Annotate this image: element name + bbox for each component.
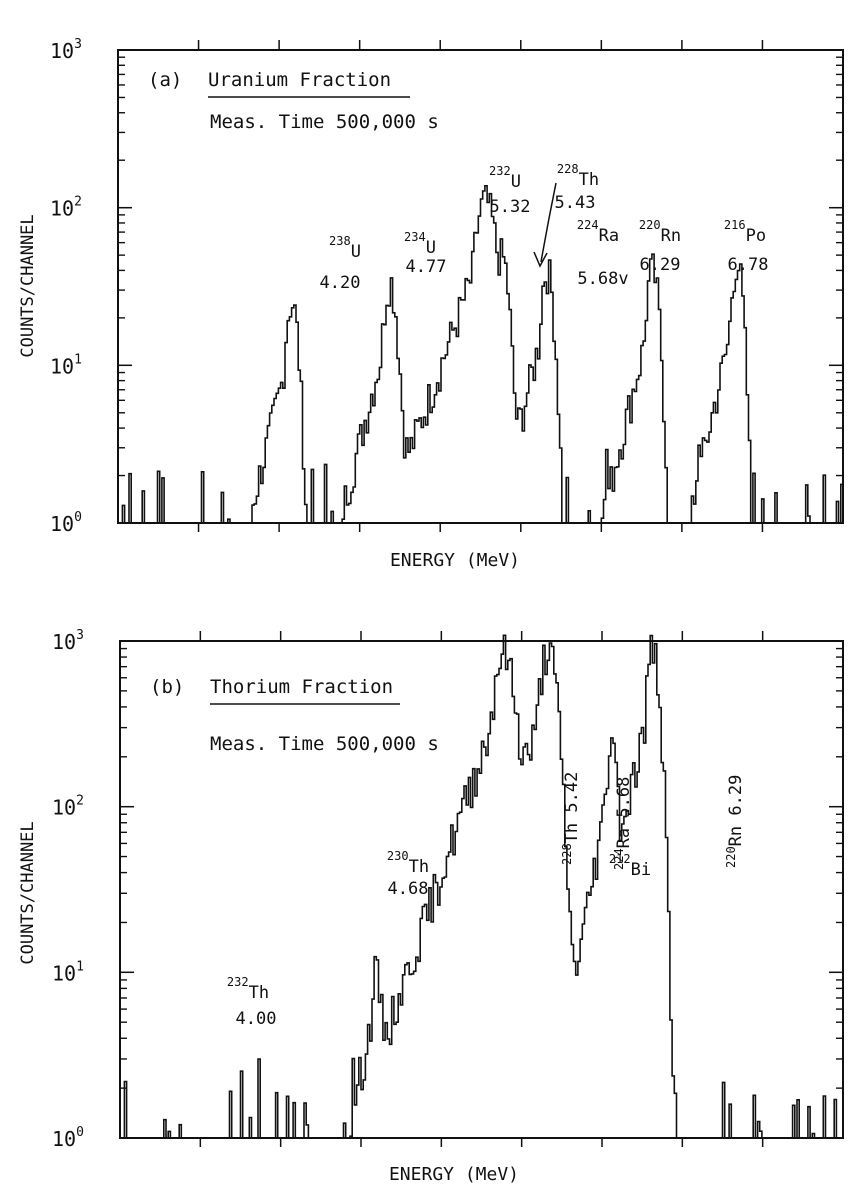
peak-energy-bi212: 6.05 <box>0 0 20 5</box>
y-tick-label: 103 <box>50 37 82 63</box>
peak-energy-po216: 6.78 <box>728 255 769 275</box>
plot-frame <box>117 49 844 524</box>
th228-arrow <box>540 182 557 263</box>
y-tick-labels: 100 101 102 103 <box>52 628 84 1151</box>
y-tick-label: 102 <box>52 794 84 820</box>
subtitle-a: Meas. Time 500,000 s <box>210 111 439 133</box>
plot-frame <box>119 640 844 1139</box>
peak-label-rn220: 220Rn 6.29 <box>724 775 746 868</box>
peak-energy-ra224: 5.68v <box>577 269 628 289</box>
peak-label-u238: 238U <box>329 234 361 262</box>
panel-title-a: Uranium Fraction <box>208 69 391 91</box>
y-tick-label: 101 <box>52 959 84 985</box>
x-axis-label-a: ENERGY (MeV) <box>390 550 520 571</box>
panel-label-a: (a) <box>148 69 182 91</box>
uranium-spectrum-line <box>118 185 843 524</box>
peak-energy-th228: 5.43 <box>555 193 596 213</box>
peak-label-po216: 216Po <box>724 218 766 246</box>
peak-label-th232: 232Th <box>227 975 269 1003</box>
peak-energy-u234: 4.77 <box>406 257 447 277</box>
peak-label-th228: 228Th 5.42 <box>560 772 582 865</box>
x-axis-label-b: ENERGY (MeV) <box>389 1164 519 1185</box>
y-tick-label: 103 <box>52 628 84 654</box>
peak-label-ra224: 224Ra <box>577 218 619 246</box>
y-tick-label: 101 <box>50 352 82 378</box>
peak-energy-u238: 4.20 <box>320 273 361 293</box>
peak-label-u234: 234U <box>404 230 436 258</box>
x-tick-marks <box>199 631 764 1147</box>
peak-label-ra224: 224Ra 5.68 <box>612 777 634 870</box>
subtitle-b: Meas. Time 500,000 s <box>210 733 439 755</box>
y-axis-label-b: COUNTS/CHANNEL <box>18 821 38 964</box>
y-axis-label-a: COUNTS/CHANNEL <box>18 214 38 357</box>
peak-label-th230: 230Th <box>387 849 429 877</box>
peak-label-bi212: 212Bi <box>609 852 651 880</box>
peak-label-u232: 232U <box>489 164 521 192</box>
th228-arrowhead <box>533 251 548 268</box>
peak-energy-th230: 4.68 <box>388 879 429 899</box>
y-tick-labels: 100 101 102 103 <box>50 37 82 536</box>
thorium-spectrum-line <box>120 634 843 1139</box>
y-tick-label: 102 <box>50 195 82 221</box>
peak-label-rn220: 220Rn <box>639 218 681 246</box>
y-tick-marks <box>120 640 843 1139</box>
uranium-fraction-panel: 100 101 102 103 (a) Uranium Fraction Meas. … <box>18 37 844 571</box>
x-tick-marks <box>197 40 764 532</box>
peak-energy-th232: 4.00 <box>236 1009 277 1029</box>
peak-label-th228: 228Th <box>557 162 599 190</box>
panel-label-b: (b) <box>150 676 184 698</box>
panel-title-b: Thorium Fraction <box>210 676 393 698</box>
y-tick-label: 100 <box>52 1125 84 1151</box>
y-tick-label: 100 <box>50 510 82 536</box>
peak-energy-u232: 5.32 <box>490 197 531 217</box>
peak-energy-rn220: 6.29 <box>640 255 681 275</box>
